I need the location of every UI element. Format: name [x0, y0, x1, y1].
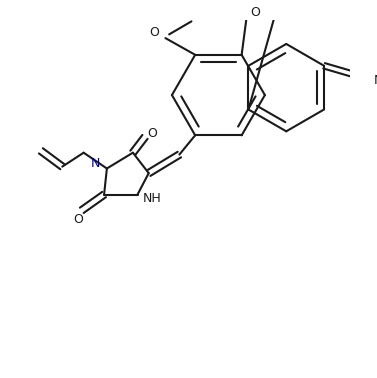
Text: O: O: [251, 6, 261, 19]
Text: O: O: [147, 127, 157, 140]
Text: O: O: [73, 213, 83, 226]
Text: N: N: [91, 157, 100, 170]
Text: O: O: [149, 26, 159, 39]
Text: N: N: [373, 74, 377, 87]
Text: NH: NH: [143, 192, 162, 205]
